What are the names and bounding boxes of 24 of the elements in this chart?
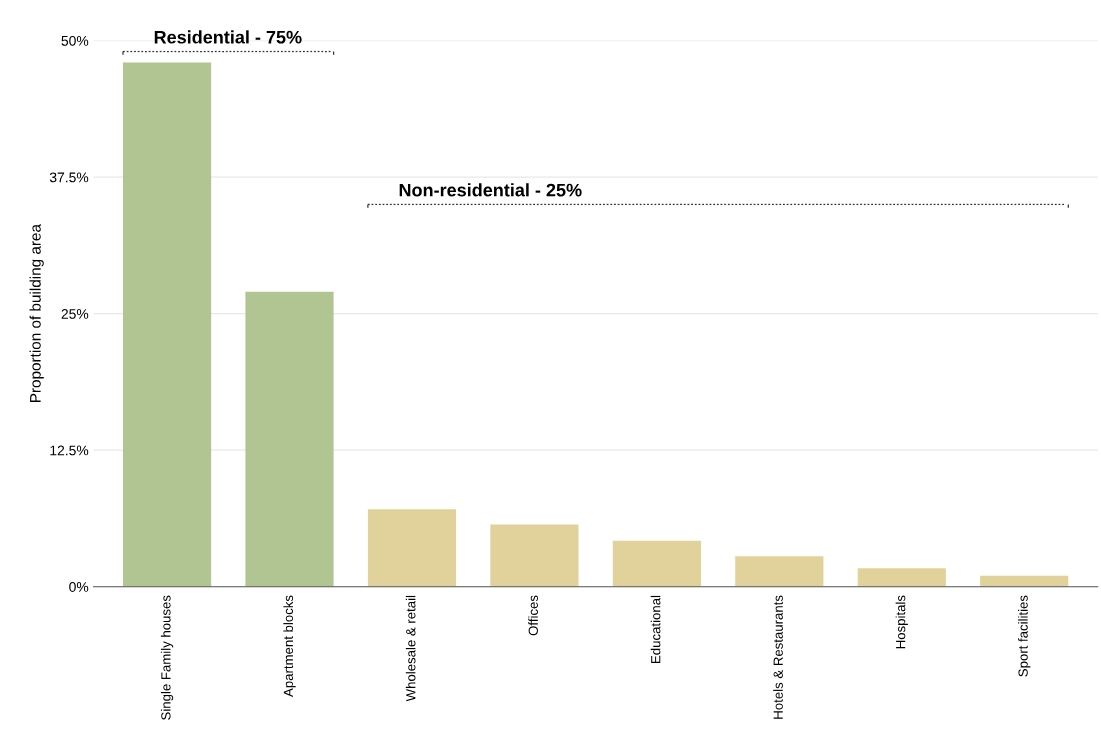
x-tick-label: Offices <box>528 595 538 636</box>
annotation: Non-residential - 25% <box>399 183 582 197</box>
annotation: Residential - 75% <box>154 30 302 44</box>
bar <box>735 556 824 587</box>
x-tick-label: Single Family houses <box>160 595 174 720</box>
y-tick-label: 50% <box>61 35 89 46</box>
bar <box>857 568 946 587</box>
bar <box>122 62 212 587</box>
bar <box>367 509 457 587</box>
y-tick-label: 12.5% <box>50 445 89 456</box>
x-tick-label: Sport facilities <box>1018 595 1031 677</box>
y-axis-title: Proportion of building area <box>29 224 44 402</box>
y-tick-label: 37.5% <box>49 172 89 183</box>
x-tick-label: Apartment blocks <box>283 595 296 697</box>
x-tick-label: Hospitals <box>895 595 908 649</box>
x-tick-label: Educational <box>650 595 661 663</box>
bar <box>980 575 1069 587</box>
x-tick-label: Hotels & Restaurants <box>773 595 783 719</box>
bar <box>490 524 579 587</box>
bar <box>612 540 701 587</box>
y-tick-label: 25% <box>61 308 89 319</box>
x-tick-label: Wholesale & retail <box>405 595 416 702</box>
y-tick-label: 0% <box>69 582 89 592</box>
bar <box>245 291 334 587</box>
